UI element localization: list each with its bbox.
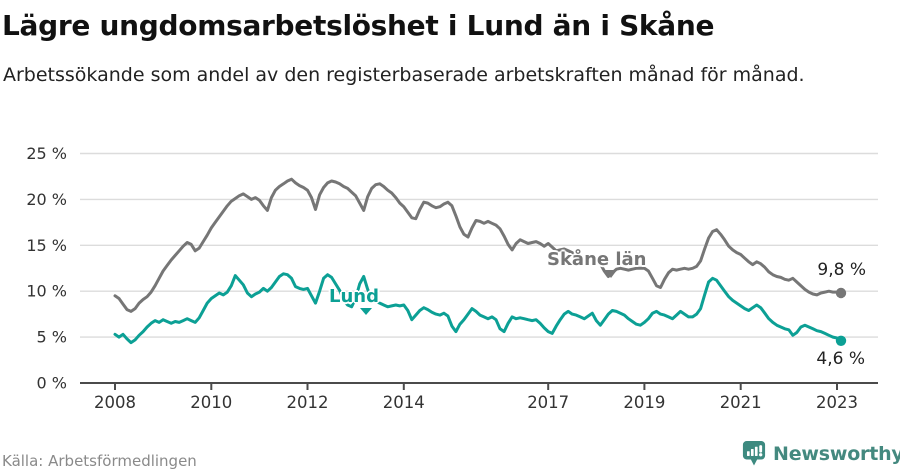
x-axis-label: 2010 <box>190 393 232 412</box>
newsworthy-logo: Newsworthy <box>742 440 900 467</box>
series-line-skane <box>113 177 843 313</box>
x-axis-label: 2023 <box>816 393 858 412</box>
lund-series-label: Lund <box>329 286 379 307</box>
source-caption: Källa: Arbetsförmedlingen <box>2 452 197 470</box>
lund-end-value-label: 4,6 % <box>816 349 865 369</box>
y-axis-label: 20 % <box>26 190 67 209</box>
y-axis-label: 15 % <box>26 236 67 255</box>
skane-series-label: Skåne län <box>547 249 647 270</box>
x-axis-label: 2012 <box>287 393 329 412</box>
x-axis-label: 2019 <box>623 393 665 412</box>
x-axis-label: 2008 <box>94 393 136 412</box>
newsworthy-wordmark: Newsworthy <box>773 442 900 465</box>
page-title: Lägre ungdomsarbetslöshet i Lund än i Sk… <box>2 9 715 42</box>
skane-label-arrow-icon <box>605 270 617 278</box>
y-axis-label: 0 % <box>37 374 67 393</box>
y-axis-label: 5 % <box>37 328 67 347</box>
lund-label-arrow-icon <box>360 308 372 315</box>
skane-end-value-label: 9,8 % <box>817 260 866 280</box>
series-end-dot-lund <box>835 335 847 346</box>
x-axis-label: 2017 <box>527 393 569 412</box>
chart-subtitle: Arbetssökande som andel av den registerb… <box>3 64 805 86</box>
newsworthy-bubble-chart-icon <box>742 441 766 466</box>
y-axis-label: 25 % <box>26 144 67 163</box>
x-axis-label: 2014 <box>383 393 425 412</box>
x-axis-label: 2021 <box>720 393 762 412</box>
y-axis-label: 10 % <box>26 282 67 301</box>
series-end-dot-skane <box>835 287 847 299</box>
series-line-lund <box>113 272 843 345</box>
